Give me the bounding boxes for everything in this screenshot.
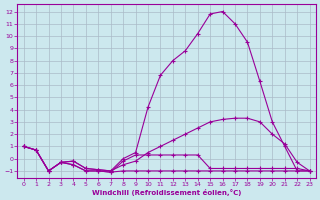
X-axis label: Windchill (Refroidissement éolien,°C): Windchill (Refroidissement éolien,°C)	[92, 189, 241, 196]
